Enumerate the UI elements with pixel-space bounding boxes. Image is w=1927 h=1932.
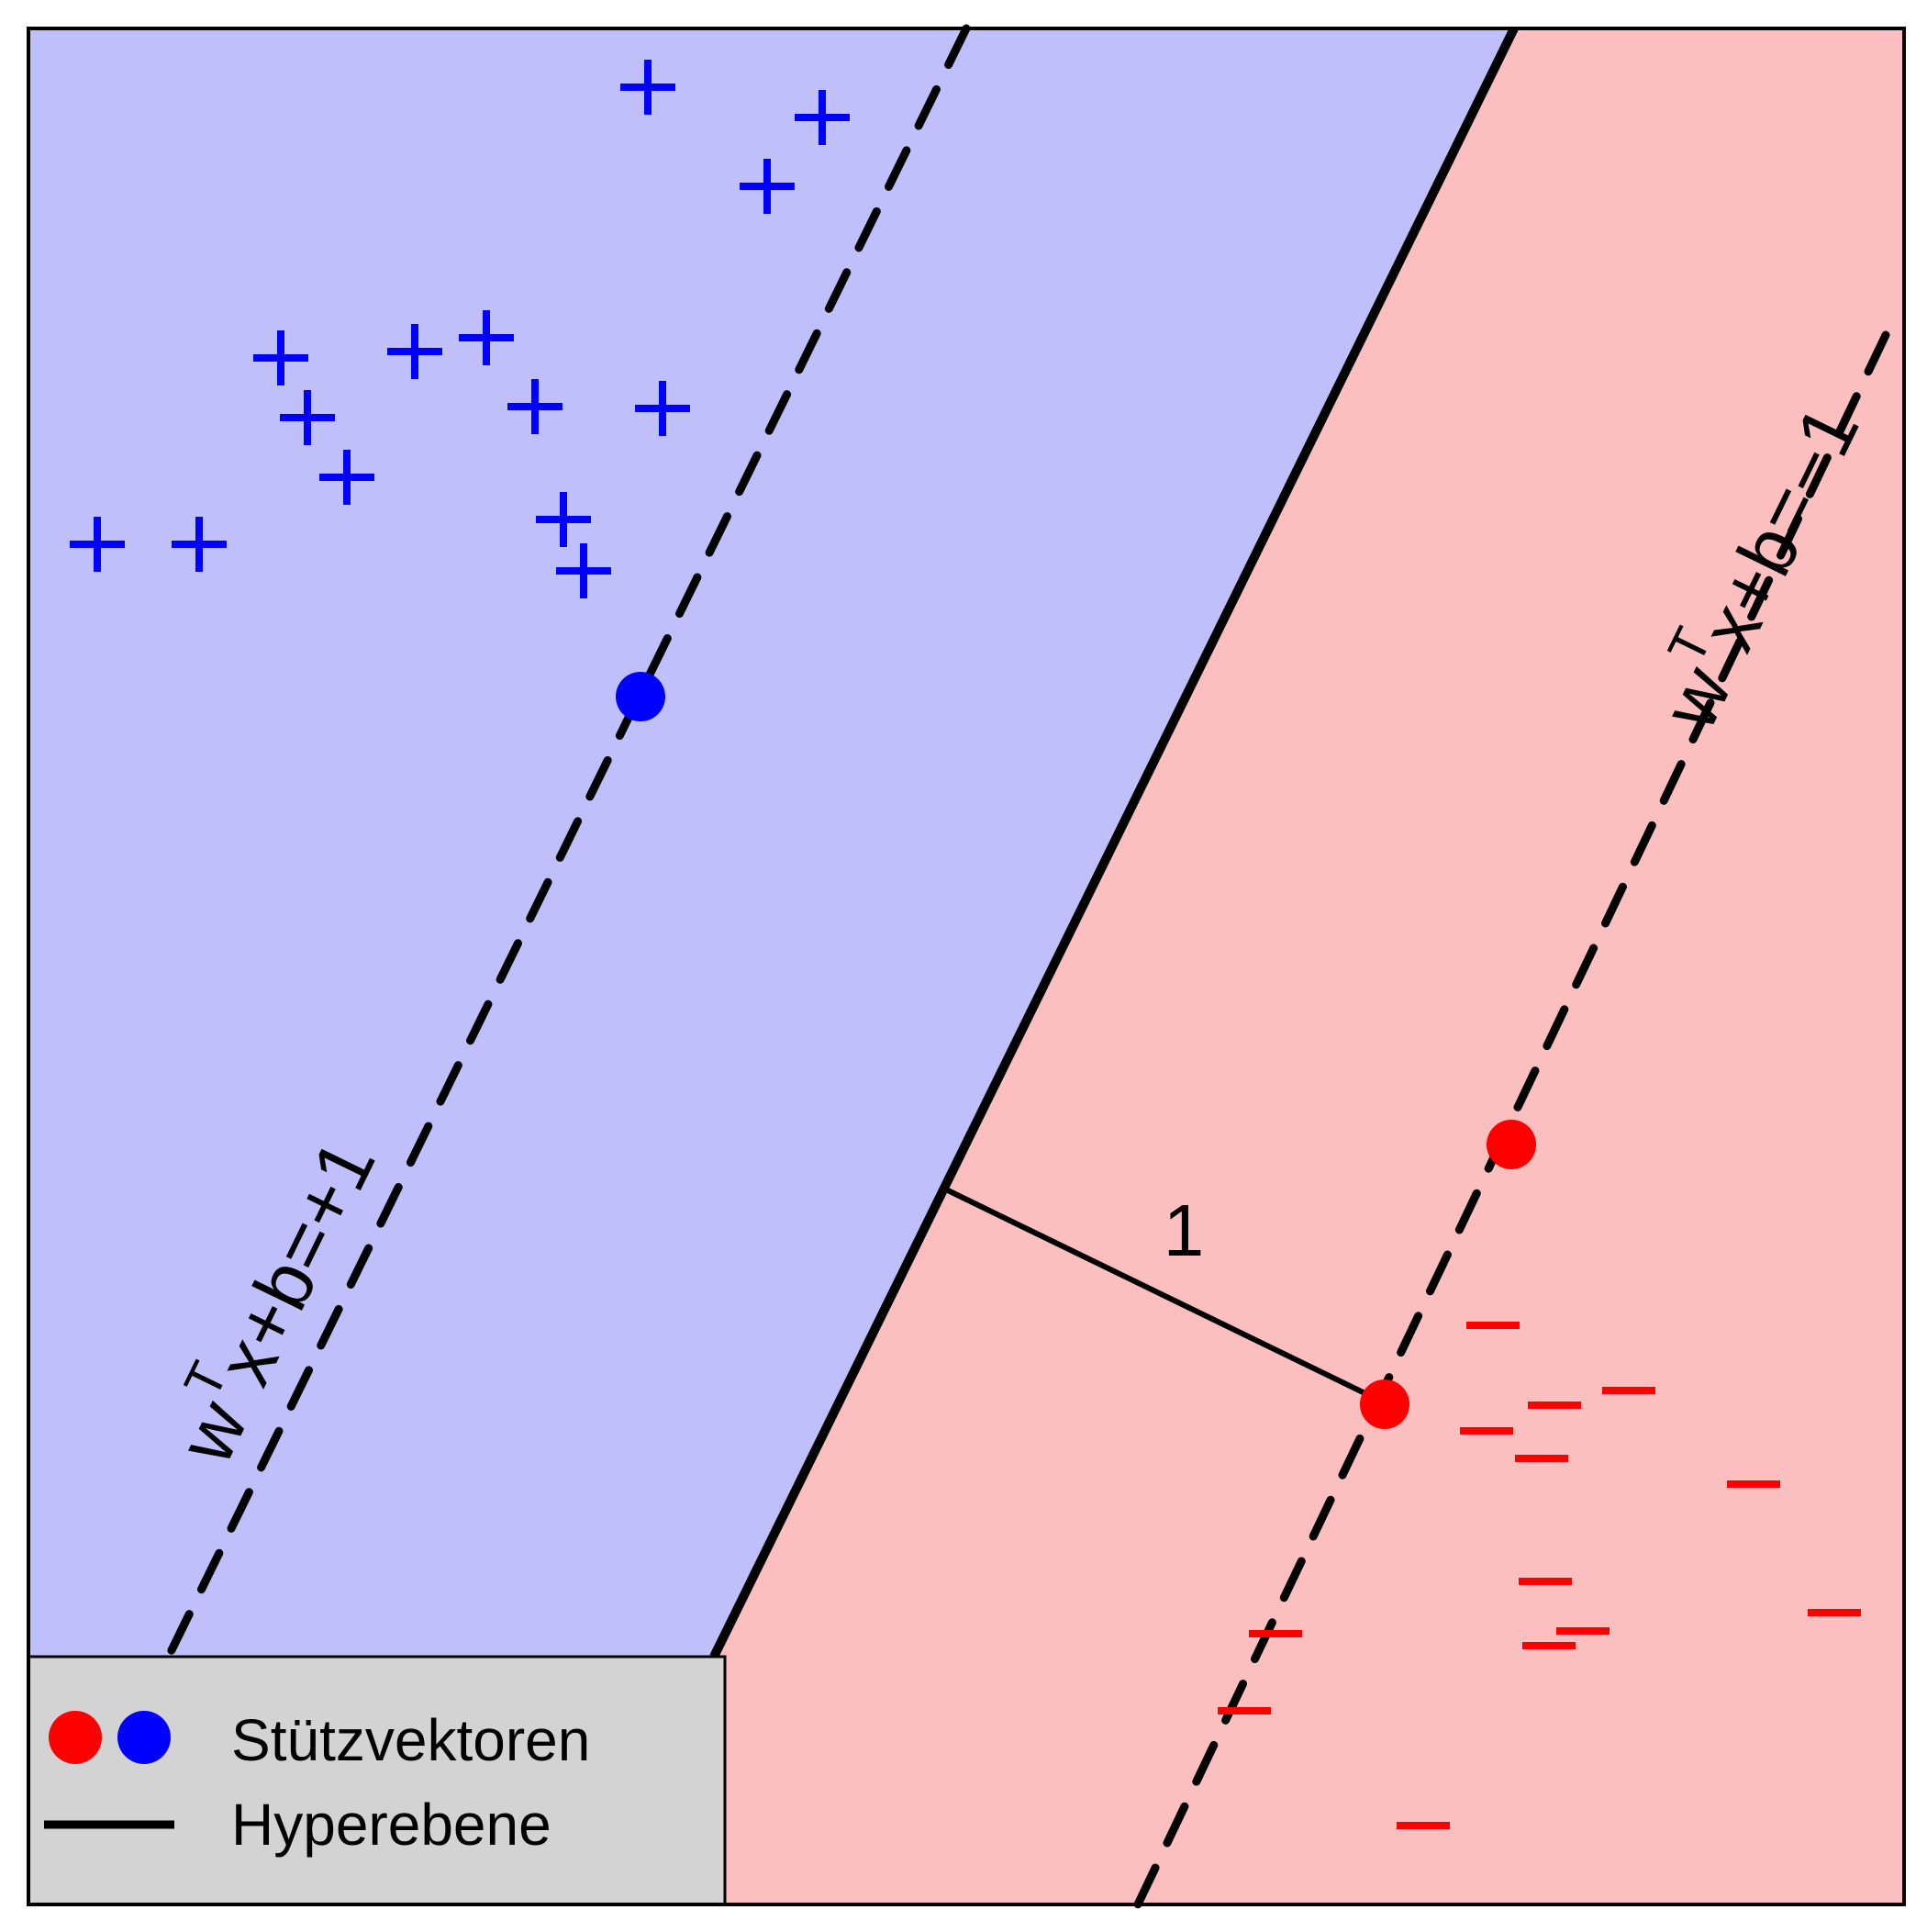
- positive-sample-marker: [387, 324, 442, 379]
- legend: Stützvektoren Hyperebene: [27, 1655, 727, 1906]
- support-vector-negative-1: [1487, 1120, 1536, 1169]
- hyperplane-line: [709, 26, 1519, 1659]
- legend-red-dot: [49, 1711, 102, 1764]
- positive-sample-marker: [172, 517, 227, 572]
- positive-sample-marker: [556, 543, 611, 598]
- negative-class-region: [714, 28, 1904, 1904]
- positive-sample-marker: [740, 159, 795, 214]
- legend-blue-dot: [117, 1711, 171, 1764]
- positive-sample-marker: [507, 379, 563, 434]
- positive-sample-marker: [280, 390, 335, 445]
- legend-box: [27, 1655, 727, 1906]
- positive-sample-marker: [635, 381, 690, 436]
- positive-sample-marker: [795, 90, 850, 145]
- legend-support-vectors-label: Stützvektoren: [231, 1707, 590, 1773]
- support-vector-positive: [616, 672, 665, 721]
- negative-samples: [1218, 1322, 1861, 1829]
- positive-sample-marker: [319, 450, 374, 505]
- positive-sample-marker: [459, 310, 514, 365]
- legend-hyperplane-label: Hyperebene: [231, 1792, 551, 1858]
- positive-sample-marker: [536, 492, 591, 547]
- distance-label: 1: [1164, 1189, 1205, 1271]
- plot-frame: [27, 27, 1906, 1906]
- margin-line-positive: [166, 24, 971, 1657]
- margin-line-negative: [1133, 330, 1890, 1909]
- positive-sample-marker: [253, 330, 308, 385]
- positive-samples: [70, 60, 850, 598]
- support-vector-negative-2: [1360, 1379, 1409, 1429]
- positive-class-region: [28, 28, 1514, 1657]
- positive-sample-marker: [620, 60, 675, 115]
- distance-segment: [946, 1188, 1386, 1405]
- positive-sample-marker: [70, 517, 125, 572]
